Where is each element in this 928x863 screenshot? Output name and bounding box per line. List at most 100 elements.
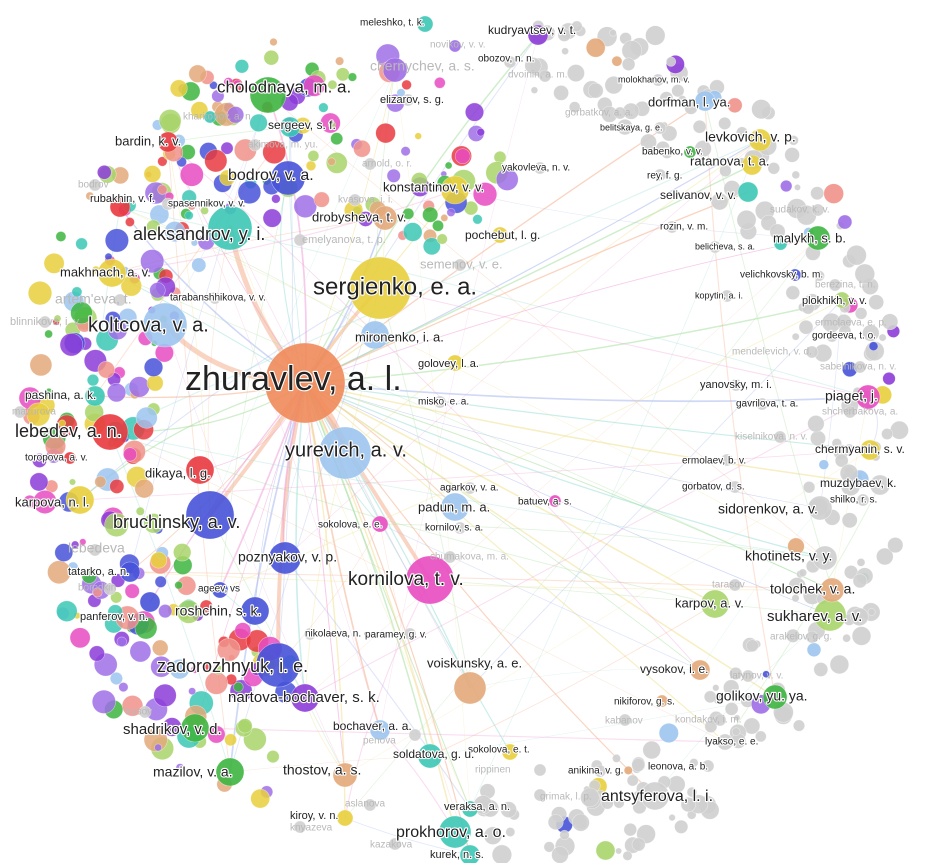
- author-label: kiroy, v. n.: [290, 810, 339, 822]
- author-label: panferov, v. n.: [80, 611, 148, 623]
- author-label: bochaver, a. a.: [333, 719, 412, 733]
- minor-node: [659, 723, 678, 742]
- minor-node: [596, 841, 615, 860]
- minor-node: [175, 581, 183, 589]
- author-label: veraksa, a. n.: [444, 801, 510, 813]
- author-label: mendelevich, v. d.: [732, 347, 812, 358]
- minor-node: [308, 150, 319, 161]
- minor-node: [794, 184, 800, 190]
- minor-node: [793, 720, 804, 731]
- author-label: karpova, n. l.: [15, 494, 89, 509]
- minor-node: [732, 728, 740, 736]
- minor-node: [883, 372, 896, 385]
- author-label: lebedeva: [68, 540, 125, 556]
- author-label: koltcova, v. a.: [88, 314, 209, 336]
- minor-node: [119, 682, 128, 691]
- minor-node: [531, 87, 538, 94]
- author-label: roshchin, s. k.: [175, 603, 261, 619]
- minor-node: [110, 672, 122, 684]
- author-label: kopytin, a. i.: [695, 290, 743, 300]
- author-label: sudakov, k. v.: [770, 205, 830, 216]
- author-label: thostov, a. s.: [283, 762, 361, 778]
- author-label: bardin, k. v.: [115, 133, 181, 148]
- author-label: yurevich, a. v.: [285, 439, 407, 461]
- author-label: chermyanin, s. v.: [815, 442, 905, 456]
- minor-node: [622, 41, 642, 61]
- author-label: prokhorov, a. o.: [396, 824, 506, 841]
- author-label: aleksandrov, y. i.: [133, 224, 265, 244]
- minor-node: [147, 375, 163, 391]
- author-node[interactable]: [337, 810, 353, 826]
- minor-node: [807, 643, 821, 657]
- author-label: nikiforov, g. s.: [614, 697, 675, 708]
- author-label: akimova, m. yu.: [248, 140, 318, 151]
- minor-node: [610, 29, 617, 36]
- minor-node: [632, 838, 645, 851]
- minor-node: [888, 537, 903, 552]
- minor-node: [737, 210, 756, 229]
- author-label: sokolova, e. t.: [468, 745, 530, 756]
- author-label: dikaya, l. g.: [145, 465, 211, 480]
- author-label: sokolova, e. e.: [318, 520, 382, 531]
- author-label: nartova-bochaver, s. k.: [228, 689, 380, 706]
- author-node[interactable]: [534, 764, 546, 776]
- minor-node: [189, 688, 196, 695]
- author-label: tolochek, v. a.: [770, 581, 855, 597]
- minor-node: [123, 448, 136, 461]
- minor-node: [572, 814, 589, 831]
- author-label: tarasov: [712, 580, 745, 591]
- author-label: kurek, n. s.: [430, 849, 484, 861]
- author-label: pochebut, l. g.: [465, 228, 540, 242]
- author-label: kiselnikova, n. v.: [735, 432, 808, 443]
- minor-node: [423, 207, 438, 222]
- minor-node: [192, 258, 206, 272]
- author-label: berezina, t. n.: [815, 280, 876, 291]
- minor-node: [814, 663, 828, 677]
- minor-node: [151, 552, 167, 568]
- author-label: gordeeva, t. o.: [812, 331, 876, 342]
- minor-node: [830, 655, 849, 674]
- author-label: mazurova: [12, 407, 56, 418]
- author-label: sergeev, s. f.: [268, 118, 336, 132]
- author-label: sabelnikova, n. v.: [820, 362, 897, 373]
- author-label: gavrilova, t. a.: [736, 399, 798, 410]
- minor-node: [669, 814, 676, 821]
- author-label: cholodnaya, m. a.: [217, 77, 351, 96]
- author-label: kazakova: [370, 840, 413, 851]
- minor-node: [792, 171, 800, 179]
- author-label: artem'eva, t.: [55, 291, 132, 307]
- author-label: penova: [363, 736, 396, 747]
- author-label: obozov, n. n.: [478, 54, 535, 65]
- minor-node: [562, 48, 569, 55]
- author-label: shilko, r. s.: [830, 495, 877, 506]
- author-label: toropova, a. v.: [25, 453, 88, 464]
- author-label: kvasova, i. i.: [338, 195, 393, 206]
- author-label: babenko, v. v.: [642, 147, 703, 158]
- minor-node: [135, 479, 154, 498]
- minor-node: [780, 180, 792, 192]
- author-node[interactable]: [454, 672, 486, 704]
- author-label: agarkov, v. a.: [440, 483, 499, 494]
- minor-node: [624, 766, 632, 774]
- minor-node: [155, 576, 166, 587]
- author-label: tarabanshhikova, v. v.: [170, 293, 266, 304]
- author-node[interactable]: [738, 182, 758, 202]
- minor-node: [612, 56, 622, 66]
- author-label: aslanova: [345, 799, 385, 810]
- author-label: sergienko, e. a.: [313, 273, 477, 300]
- author-label: rozin, v. m.: [660, 222, 708, 233]
- minor-node: [847, 245, 867, 265]
- minor-node: [725, 702, 738, 715]
- minor-node: [235, 623, 251, 639]
- author-node[interactable]: [140, 592, 160, 612]
- author-label: belitskaya, g. e.: [600, 122, 663, 132]
- minor-node: [314, 192, 329, 207]
- author-label: plokhikh, v. v.: [802, 295, 867, 307]
- minor-node: [30, 354, 52, 376]
- author-label: yanovsky, m. i.: [700, 379, 772, 391]
- minor-node: [30, 473, 48, 491]
- minor-node: [185, 211, 194, 220]
- network-edge: [296, 383, 305, 698]
